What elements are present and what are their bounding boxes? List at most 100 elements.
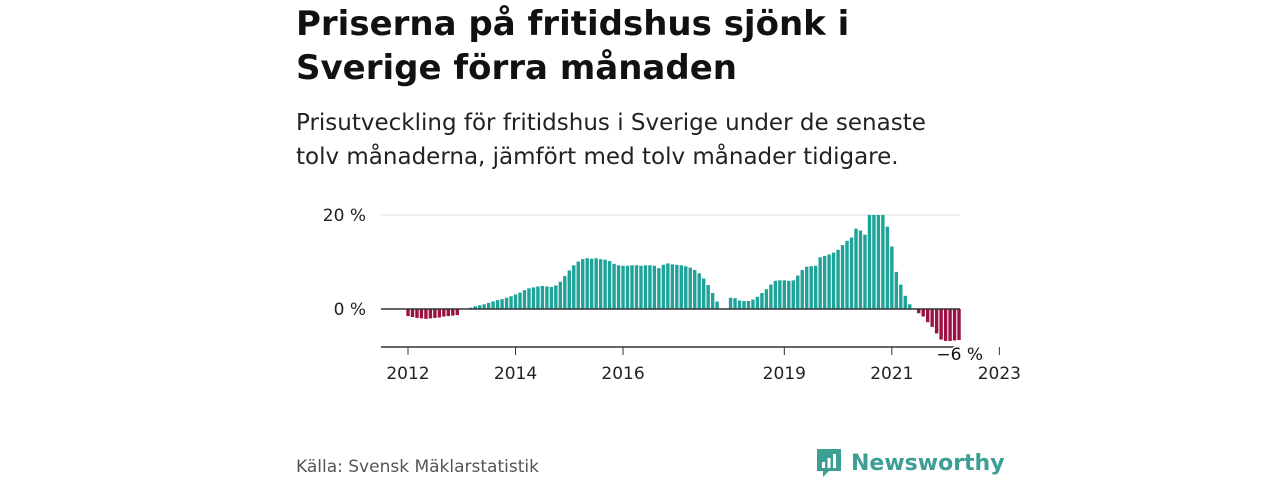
bar xyxy=(581,259,585,309)
bar xyxy=(890,246,894,309)
bar xyxy=(446,309,451,317)
bar xyxy=(876,215,881,309)
bar xyxy=(540,285,545,309)
bar xyxy=(477,305,482,309)
x-tick-label: 2019 xyxy=(763,364,806,384)
bar xyxy=(939,309,943,340)
bar xyxy=(737,300,742,309)
bar xyxy=(827,254,831,309)
bar xyxy=(697,273,701,309)
bar xyxy=(549,286,554,309)
brand-name: Newsworthy xyxy=(851,450,1005,476)
bar xyxy=(486,302,491,309)
bar xyxy=(800,269,804,309)
bar xyxy=(437,309,442,318)
bar xyxy=(415,309,419,318)
bar xyxy=(509,296,513,309)
bar xyxy=(482,304,486,309)
bar xyxy=(513,294,518,309)
bar xyxy=(840,245,845,309)
bar xyxy=(634,265,639,309)
bar xyxy=(670,264,675,309)
x-tick-label: 2016 xyxy=(601,364,644,384)
bar xyxy=(491,301,495,309)
bar xyxy=(863,234,867,309)
bar xyxy=(925,309,930,323)
end-value-label: −6 % xyxy=(936,345,983,365)
bar xyxy=(894,271,899,309)
bar xyxy=(782,280,787,309)
bar xyxy=(554,285,558,309)
bar xyxy=(943,309,948,341)
bar xyxy=(858,230,863,309)
bar xyxy=(589,258,594,309)
bar xyxy=(648,265,652,309)
bar xyxy=(822,255,827,309)
source-label: Källa: Svensk Mäklarstatistik xyxy=(296,457,539,477)
bar xyxy=(675,264,679,309)
bar xyxy=(934,309,939,334)
bar xyxy=(751,299,755,309)
bar xyxy=(603,259,607,309)
bar xyxy=(706,285,710,309)
x-tick-label: 2021 xyxy=(870,364,913,384)
bar xyxy=(424,309,428,319)
bar xyxy=(527,288,531,309)
bar xyxy=(500,299,504,309)
bar xyxy=(679,265,683,309)
bar xyxy=(531,287,536,309)
bar xyxy=(558,281,563,309)
bar xyxy=(787,280,791,309)
bars-layer xyxy=(406,215,961,341)
bar xyxy=(598,259,603,309)
bar xyxy=(616,265,621,309)
bar xyxy=(845,240,849,309)
bar xyxy=(742,301,746,309)
bar xyxy=(715,301,719,309)
bar xyxy=(791,280,795,309)
bar xyxy=(854,228,858,309)
bar xyxy=(567,270,571,309)
bar xyxy=(433,309,437,318)
bar xyxy=(805,266,809,309)
bar xyxy=(607,261,612,309)
bar xyxy=(948,309,952,341)
bar xyxy=(872,215,876,309)
bar xyxy=(693,269,697,309)
bar xyxy=(760,293,764,309)
bar xyxy=(710,293,715,309)
bar xyxy=(518,292,522,309)
bar xyxy=(536,286,540,309)
bar xyxy=(684,266,688,309)
bar xyxy=(545,286,549,309)
x-tick-label: 2012 xyxy=(386,364,429,384)
bar xyxy=(836,249,840,309)
bar xyxy=(652,265,657,309)
bar xyxy=(621,265,625,309)
y-tick-label: 20 % xyxy=(323,206,366,226)
bar xyxy=(630,265,634,309)
bar xyxy=(419,309,424,319)
bar xyxy=(764,289,769,309)
bar xyxy=(688,267,692,309)
bar xyxy=(643,265,648,309)
bar xyxy=(773,280,778,309)
bar xyxy=(701,278,706,309)
bar xyxy=(473,306,477,309)
bar xyxy=(831,252,836,309)
bar xyxy=(576,261,580,309)
bar xyxy=(495,300,500,309)
bar xyxy=(755,296,760,309)
bar xyxy=(769,284,773,309)
bar xyxy=(908,304,912,309)
chart-subtitle: Prisutveckling för fritidshus i Sverige … xyxy=(296,110,926,170)
bar xyxy=(952,309,957,341)
bar xyxy=(733,298,737,309)
bar xyxy=(796,275,800,309)
newsworthy-brand[interactable]: Newsworthy xyxy=(815,447,1005,479)
bar xyxy=(410,309,415,317)
bar xyxy=(504,297,509,309)
y-tick-label: 0 % xyxy=(334,300,366,320)
x-tick-label: 2023 xyxy=(978,364,1021,384)
